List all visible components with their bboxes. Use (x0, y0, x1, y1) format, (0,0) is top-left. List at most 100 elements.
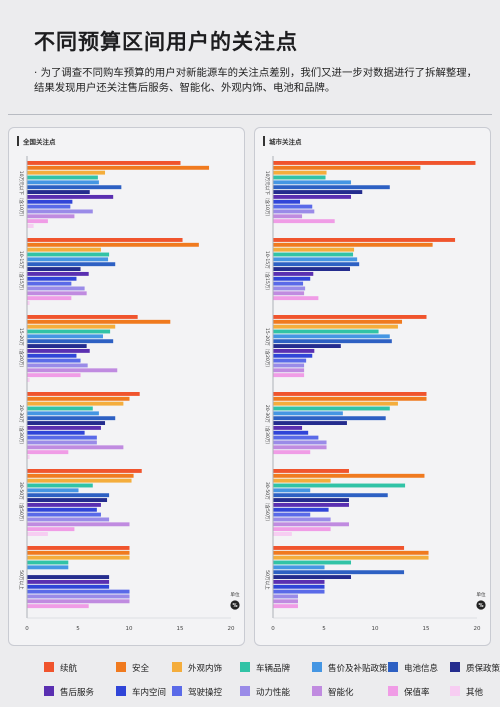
bar (273, 190, 363, 194)
bar (27, 435, 97, 440)
bar (27, 455, 30, 459)
bar (27, 401, 124, 406)
bar (27, 363, 88, 368)
legend-label: 保值率 (404, 688, 430, 698)
bar (273, 575, 352, 579)
bar (273, 469, 349, 473)
bar (27, 194, 114, 199)
legend-item: 其他 (450, 686, 483, 698)
legend-swatch (172, 686, 182, 696)
category-label: 20-30万（含30万） (264, 405, 271, 447)
legend-label: 智能化 (328, 688, 354, 698)
bar (27, 276, 77, 281)
bar (273, 430, 309, 435)
bar (273, 344, 341, 348)
bar (273, 532, 292, 536)
legend-swatch (388, 662, 398, 672)
intro-paragraph: · 为了调查不同购车预算的用户对新能源车的关注点差别，我们又进一步对数据进行了拆… (34, 66, 486, 96)
legend-swatch (172, 662, 182, 672)
legend-swatch (450, 686, 460, 696)
bar (27, 281, 72, 286)
bar (27, 421, 106, 425)
bar (273, 478, 331, 483)
bar (27, 170, 106, 175)
bar (273, 267, 350, 271)
bar (273, 483, 406, 488)
legend-label: 质保政策 (466, 664, 500, 674)
bar (27, 565, 69, 570)
bar (27, 517, 110, 522)
bar (273, 194, 352, 199)
bar (273, 416, 386, 421)
bar (27, 175, 98, 180)
legend-label: 售后服务 (60, 688, 95, 698)
bar (27, 242, 199, 247)
bar (273, 353, 313, 358)
bar (27, 315, 138, 319)
bar (273, 550, 429, 555)
bar (273, 507, 329, 512)
bar (27, 555, 130, 560)
bar (27, 348, 90, 353)
bar (27, 329, 111, 334)
bar (27, 238, 183, 242)
bar (27, 527, 75, 532)
bar (273, 421, 347, 425)
bar (27, 334, 103, 339)
bar (27, 522, 130, 527)
legend-item: 动力性能 (240, 686, 290, 698)
bar (273, 440, 327, 445)
category-label: 10-15万（含15万） (264, 251, 271, 293)
bar (273, 396, 427, 401)
bar (273, 161, 476, 165)
bar (273, 445, 327, 450)
category-label: 10万元以下（含10万） (264, 171, 271, 219)
bar (27, 378, 30, 382)
bar (27, 450, 69, 455)
bar (27, 599, 130, 604)
bar (273, 348, 315, 353)
x-tick-label: 15 (423, 626, 430, 632)
bar (27, 339, 114, 344)
bar (27, 301, 30, 305)
bar (27, 406, 93, 411)
unit-label: 单位 (230, 591, 240, 598)
bar (273, 175, 326, 180)
legend-item: 车辆品牌 (240, 662, 290, 674)
bar (273, 262, 360, 267)
chart-title-city: 城市关注点 (263, 136, 302, 146)
category-label: 30-50万（含50万） (18, 482, 25, 524)
legend-item: 售价及补贴政策 (312, 662, 388, 674)
bar (273, 238, 456, 242)
category-label: 20-30万（含30万） (18, 405, 25, 447)
bar (273, 165, 421, 170)
legend-label: 车辆品牌 (256, 664, 291, 674)
x-tick-label: 10 (126, 626, 133, 632)
bar (27, 575, 110, 579)
legend-item: 外观内饰 (172, 662, 222, 674)
bar (273, 180, 352, 185)
legend-item: 电池信息 (388, 662, 438, 674)
chart-panel-city: 城市关注点 0 5 10 15 20 10万元以下（含10万） 10-15万（含15万） 15… (254, 127, 491, 646)
x-tick-label: 5 (322, 626, 326, 632)
bar (27, 257, 109, 262)
bar (273, 589, 325, 594)
bar (27, 286, 85, 291)
x-tick-label: 10 (372, 626, 379, 632)
bar (273, 406, 390, 411)
bar (273, 252, 354, 257)
bar (273, 319, 403, 324)
bar (27, 430, 85, 435)
bar (27, 180, 99, 185)
bar (27, 416, 116, 421)
bar (27, 267, 81, 271)
bar (27, 473, 134, 478)
bar (27, 469, 142, 473)
bar (273, 599, 298, 604)
bar (273, 512, 311, 517)
legend-label: 车内空间 (132, 688, 167, 698)
bar (273, 219, 335, 224)
x-tick-label: 20 (228, 626, 235, 632)
bar (27, 214, 75, 219)
bar (27, 296, 72, 301)
